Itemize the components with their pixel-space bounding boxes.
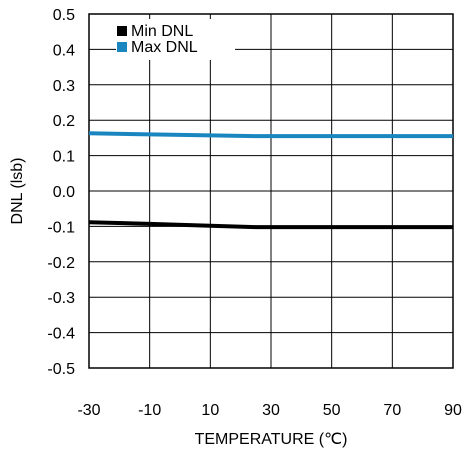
y-tick-label: 0.4 <box>53 42 75 59</box>
y-axis-title: DNL (lsb) <box>9 158 26 225</box>
x-tick-label: 90 <box>444 402 462 419</box>
y-tick-label: -0.3 <box>47 290 75 307</box>
legend-swatch <box>117 42 127 52</box>
legend-label: Min DNL <box>131 23 193 40</box>
x-tick-label: 50 <box>323 402 341 419</box>
legend-swatch <box>117 26 127 36</box>
y-tick-label: -0.4 <box>47 326 75 343</box>
x-tick-labels: -30 -10 10 30 50 70 90 <box>77 402 462 419</box>
y-tick-labels: 0.5 0.4 0.3 0.2 0.1 0.0 -0.1 -0.2 -0.3 -0.4 -0.5 <box>47 7 75 378</box>
y-tick-label: 0.1 <box>53 149 75 166</box>
legend-label: Max DNL <box>131 39 198 56</box>
x-tick-label: 70 <box>383 402 401 419</box>
y-tick-label: 0.0 <box>53 184 75 201</box>
x-tick-label: 10 <box>201 402 219 419</box>
series-line-max-dnl <box>88 131 453 139</box>
y-tick-label: 0.3 <box>53 78 75 95</box>
y-tick-label: -0.5 <box>47 361 75 378</box>
series-lines <box>88 131 453 230</box>
x-tick-label: -10 <box>138 402 161 419</box>
x-axis-title: TEMPERATURE (℃) <box>195 431 348 448</box>
legend-background <box>116 19 235 60</box>
plot-frame <box>88 13 454 369</box>
x-tick-label: -30 <box>77 402 100 419</box>
y-tick-label: -0.2 <box>47 255 75 272</box>
y-tick-label: 0.2 <box>53 113 75 130</box>
x-tick-label: 30 <box>262 402 280 419</box>
y-tick-label: 0.5 <box>53 7 75 24</box>
series-line-min-dnl <box>88 220 453 230</box>
y-tick-label: -0.1 <box>47 219 75 236</box>
grid <box>89 14 453 368</box>
